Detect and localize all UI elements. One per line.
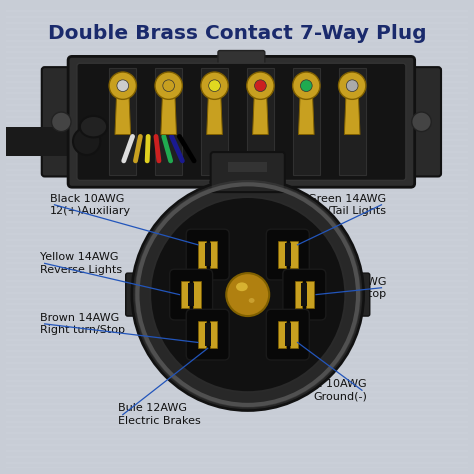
Polygon shape xyxy=(161,86,176,135)
Bar xyxy=(109,68,137,175)
FancyBboxPatch shape xyxy=(218,51,265,66)
Bar xyxy=(290,241,298,268)
Bar xyxy=(292,68,320,175)
FancyBboxPatch shape xyxy=(210,152,285,192)
Bar xyxy=(188,283,194,306)
FancyBboxPatch shape xyxy=(126,273,154,316)
FancyBboxPatch shape xyxy=(170,269,213,320)
Ellipse shape xyxy=(236,283,248,291)
Bar xyxy=(290,321,298,348)
Bar xyxy=(205,323,210,346)
Circle shape xyxy=(346,80,358,91)
Bar xyxy=(278,241,286,268)
Text: Yellow 14AWG
Reverse Lights: Yellow 14AWG Reverse Lights xyxy=(40,252,122,274)
Circle shape xyxy=(226,273,269,316)
Text: Double Brass Contact 7-Way Plug: Double Brass Contact 7-Way Plug xyxy=(48,24,426,43)
FancyBboxPatch shape xyxy=(341,273,370,316)
Circle shape xyxy=(150,197,346,392)
Circle shape xyxy=(292,72,320,100)
Bar xyxy=(210,321,218,348)
Circle shape xyxy=(155,72,182,100)
Text: Red 14AWG
Left Turn/Stop: Red 14AWG Left Turn/Stop xyxy=(309,276,386,299)
Ellipse shape xyxy=(80,116,107,137)
Circle shape xyxy=(412,112,431,132)
Polygon shape xyxy=(207,86,222,135)
Circle shape xyxy=(73,128,100,155)
Circle shape xyxy=(133,179,363,410)
Polygon shape xyxy=(299,86,314,135)
Text: Black 10AWG
12(+)Auxiliary: Black 10AWG 12(+)Auxiliary xyxy=(50,193,131,216)
Bar xyxy=(295,281,302,308)
Circle shape xyxy=(209,80,220,91)
FancyBboxPatch shape xyxy=(266,229,309,280)
Text: Bule 12AWG
Electric Brakes: Bule 12AWG Electric Brakes xyxy=(118,403,201,426)
Polygon shape xyxy=(115,86,131,135)
Circle shape xyxy=(247,72,274,100)
Bar xyxy=(247,68,274,175)
Bar xyxy=(205,243,210,266)
Bar xyxy=(228,162,267,172)
FancyBboxPatch shape xyxy=(283,269,326,320)
FancyBboxPatch shape xyxy=(402,67,441,176)
Bar xyxy=(6,127,82,156)
Ellipse shape xyxy=(249,298,255,303)
Text: Green 14AWG
Running/Tail Lights: Green 14AWG Running/Tail Lights xyxy=(282,193,386,216)
Bar xyxy=(198,321,206,348)
Bar xyxy=(306,281,314,308)
Bar xyxy=(285,323,291,346)
Circle shape xyxy=(52,112,71,132)
Polygon shape xyxy=(345,86,360,135)
Text: White 10AWG
Ground(-): White 10AWG Ground(-) xyxy=(290,379,367,401)
Bar xyxy=(338,68,366,175)
Bar xyxy=(201,68,228,175)
Circle shape xyxy=(109,72,137,100)
Bar xyxy=(182,281,189,308)
Circle shape xyxy=(201,72,228,100)
Bar xyxy=(155,68,182,175)
FancyBboxPatch shape xyxy=(266,309,309,360)
Bar xyxy=(301,283,307,306)
Text: Brown 14AWG
Right turn/Stop: Brown 14AWG Right turn/Stop xyxy=(40,313,125,335)
FancyBboxPatch shape xyxy=(186,229,229,280)
FancyBboxPatch shape xyxy=(77,63,406,181)
Bar xyxy=(278,321,286,348)
Bar xyxy=(210,241,218,268)
FancyBboxPatch shape xyxy=(68,56,415,187)
Polygon shape xyxy=(253,86,268,135)
FancyBboxPatch shape xyxy=(186,309,229,360)
Circle shape xyxy=(117,80,128,91)
Bar xyxy=(285,243,291,266)
Bar xyxy=(198,241,206,268)
Circle shape xyxy=(255,80,266,91)
FancyBboxPatch shape xyxy=(42,67,81,176)
Circle shape xyxy=(301,80,312,91)
Circle shape xyxy=(338,72,366,100)
Circle shape xyxy=(163,80,174,91)
Bar xyxy=(193,281,201,308)
